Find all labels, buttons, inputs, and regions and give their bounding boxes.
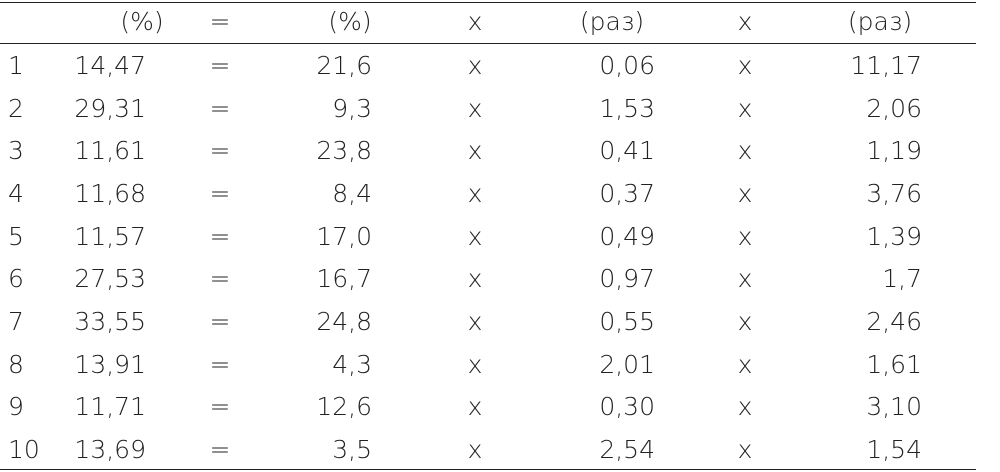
table-cell: = (209, 435, 231, 465)
table-cell: 12,6 (316, 392, 372, 422)
table-cell: 4 (8, 179, 24, 208)
table-cell: 27,53 (74, 264, 146, 294)
table-cell: 3,10 (866, 392, 922, 422)
table-cell: 14,47 (74, 51, 146, 80)
table-cell: 33,55 (74, 307, 146, 337)
table-cell: x (467, 307, 483, 337)
header-rule (0, 43, 976, 44)
table-cell: = (209, 136, 231, 166)
table-cell: = (209, 392, 231, 422)
table-cell: = (209, 179, 231, 208)
table-cell: 2,54 (599, 435, 655, 465)
table-cell: 1,7 (882, 264, 922, 294)
table-cell: x (467, 435, 483, 465)
table-cell: 2,06 (866, 93, 922, 123)
table-cell: 11,57 (74, 221, 146, 251)
header-cell: (%) (328, 7, 372, 36)
table-cell: x (737, 307, 753, 337)
table-cell: x (467, 51, 483, 80)
table-cell: 0,97 (599, 264, 655, 294)
header-cell: x (467, 7, 483, 36)
table-cell: 8 (8, 349, 24, 379)
table-cell: x (467, 136, 483, 166)
table-cell: 4,3 (332, 349, 372, 379)
table-cell: 2,01 (599, 349, 655, 379)
table-cell: 11,71 (74, 392, 146, 422)
table-cell: 17,0 (316, 221, 372, 251)
table-cell: x (467, 264, 483, 294)
table-cell: 16,7 (316, 264, 372, 294)
table-cell: 10 (8, 435, 40, 465)
table-cell: 0,49 (599, 221, 655, 251)
table-cell: 6 (8, 264, 24, 294)
table-cell: 2 (8, 93, 24, 123)
table-cell: 23,8 (316, 136, 372, 166)
table-cell: 24,8 (316, 307, 372, 337)
table-cell: 0,37 (599, 179, 655, 208)
table-cell: x (737, 93, 753, 123)
table-cell: x (737, 435, 753, 465)
table-cell: 8,4 (332, 179, 372, 208)
table-cell: 21,6 (316, 51, 372, 80)
table-cell: 3 (8, 136, 24, 166)
table-cell: = (209, 221, 231, 251)
table-cell: 13,69 (74, 435, 146, 465)
table-cell: 1,39 (866, 221, 922, 251)
table-cell: x (467, 179, 483, 208)
bottom-rule (0, 469, 976, 470)
table-cell: x (737, 136, 753, 166)
table-cell: 1,54 (866, 435, 922, 465)
table-cell: 3,5 (332, 435, 372, 465)
table-cell: 0,30 (599, 392, 655, 422)
header-cell: (раз) (847, 7, 913, 36)
table-cell: = (209, 51, 231, 80)
top-rule (0, 2, 976, 3)
table-cell: 1,61 (866, 349, 922, 379)
table-cell: x (467, 349, 483, 379)
table-cell: 0,06 (599, 51, 655, 80)
table-cell: = (209, 349, 231, 379)
header-cell: = (209, 7, 231, 36)
header-cell: x (737, 7, 753, 36)
table-cell: x (467, 93, 483, 123)
table-cell: 0,55 (599, 307, 655, 337)
table-cell: 0,41 (599, 136, 655, 166)
table-cell: 3,76 (866, 179, 922, 208)
table-cell: x (737, 392, 753, 422)
header-cell: (раз) (579, 7, 645, 36)
table-cell: x (737, 349, 753, 379)
table-cell: = (209, 307, 231, 337)
table-cell: 1 (8, 51, 24, 80)
table-cell: 9 (8, 392, 24, 422)
table-cell: = (209, 93, 231, 123)
table-cell: x (737, 179, 753, 208)
table-cell: 11,68 (74, 179, 146, 208)
table-cell: x (737, 264, 753, 294)
table-cell: 7 (8, 307, 24, 337)
table-cell: 1,53 (599, 93, 655, 123)
table-cell: 9,3 (332, 93, 372, 123)
table-cell: x (737, 221, 753, 251)
table-cell: 2,46 (866, 307, 922, 337)
table-cell: x (467, 392, 483, 422)
table-cell: = (209, 264, 231, 294)
table-cell: 11,17 (850, 51, 922, 80)
table-cell: 29,31 (74, 93, 146, 123)
table-cell: 13,91 (74, 349, 146, 379)
table-cell: x (467, 221, 483, 251)
table-cell: 11,61 (74, 136, 146, 166)
table-cell: x (737, 51, 753, 80)
header-cell: (%) (120, 7, 164, 36)
table-cell: 1,19 (866, 136, 922, 166)
table-cell: 5 (8, 221, 24, 251)
